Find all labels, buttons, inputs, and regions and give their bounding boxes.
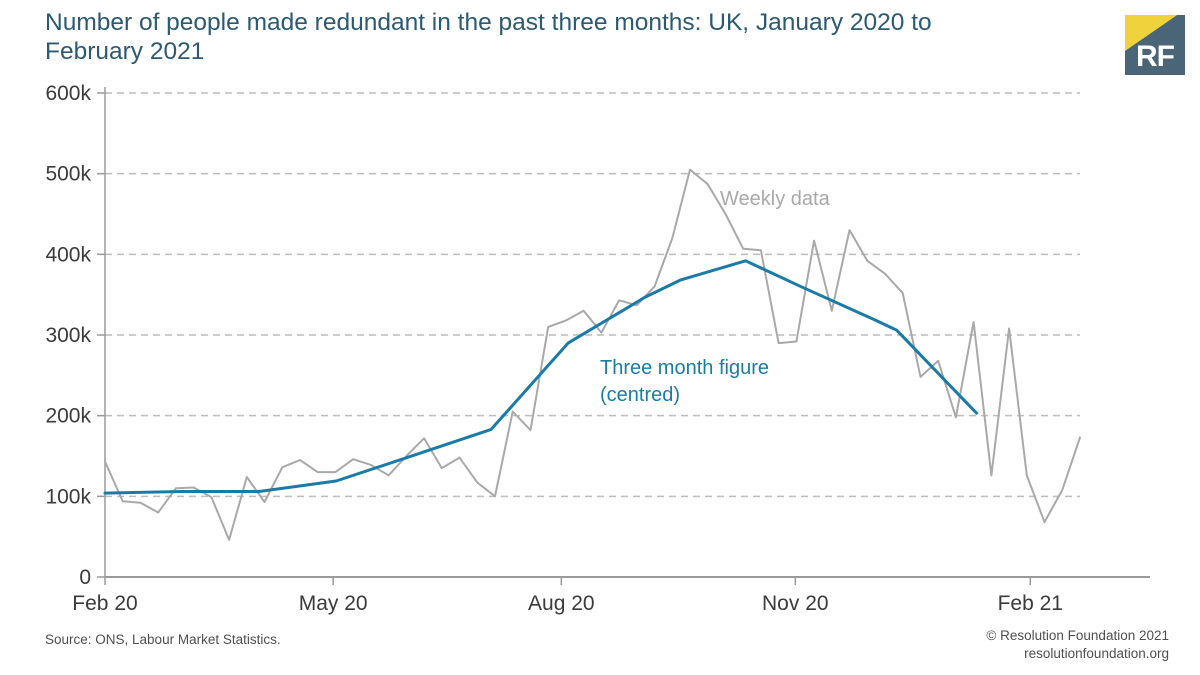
three-month-figure-line <box>103 259 979 495</box>
website-text: resolutionfoundation.org <box>1024 646 1169 661</box>
y-axis-label-200k: 200k <box>45 405 91 428</box>
rf-logo: RF <box>1125 15 1185 75</box>
page-title: Number of people made redundant in the p… <box>45 8 1005 66</box>
weekly-data-line <box>104 168 1081 541</box>
copyright-text: © Resolution Foundation 2021 <box>986 628 1169 643</box>
three-month-figure-series-label: Three month figure (centred) <box>600 355 769 409</box>
x-axis-label-Feb 20: Feb 20 <box>72 592 137 615</box>
x-axis-label-Feb 21: Feb 21 <box>998 592 1063 615</box>
y-axis-label-500k: 500k <box>45 163 91 186</box>
y-axis-label-600k: 600k <box>45 82 91 105</box>
page-title-line1: Number of people made redundant in the p… <box>45 9 932 36</box>
x-axis-label-Nov 20: Nov 20 <box>762 592 829 615</box>
y-axis-label-400k: 400k <box>45 243 91 266</box>
source-note: Source: ONS, Labour Market Statistics. <box>45 632 281 647</box>
y-axis-label-0: 0 <box>79 566 91 589</box>
y-axis-label-300k: 300k <box>45 324 91 347</box>
page-title-line2: February 2021 <box>45 38 205 65</box>
three-month-figure-label-line1: Three month figure <box>600 357 769 379</box>
three-month-figure-label-line2: (centred) <box>600 384 681 406</box>
weekly-data-series-label: Weekly data <box>720 188 830 210</box>
attribution: © Resolution Foundation 2021 resolutionf… <box>986 627 1169 663</box>
y-axis-label-100k: 100k <box>45 485 91 508</box>
x-axis-label-Aug 20: Aug 20 <box>528 592 595 615</box>
rf-logo-text: RF <box>1136 40 1175 73</box>
x-axis-label-May 20: May 20 <box>299 592 368 615</box>
